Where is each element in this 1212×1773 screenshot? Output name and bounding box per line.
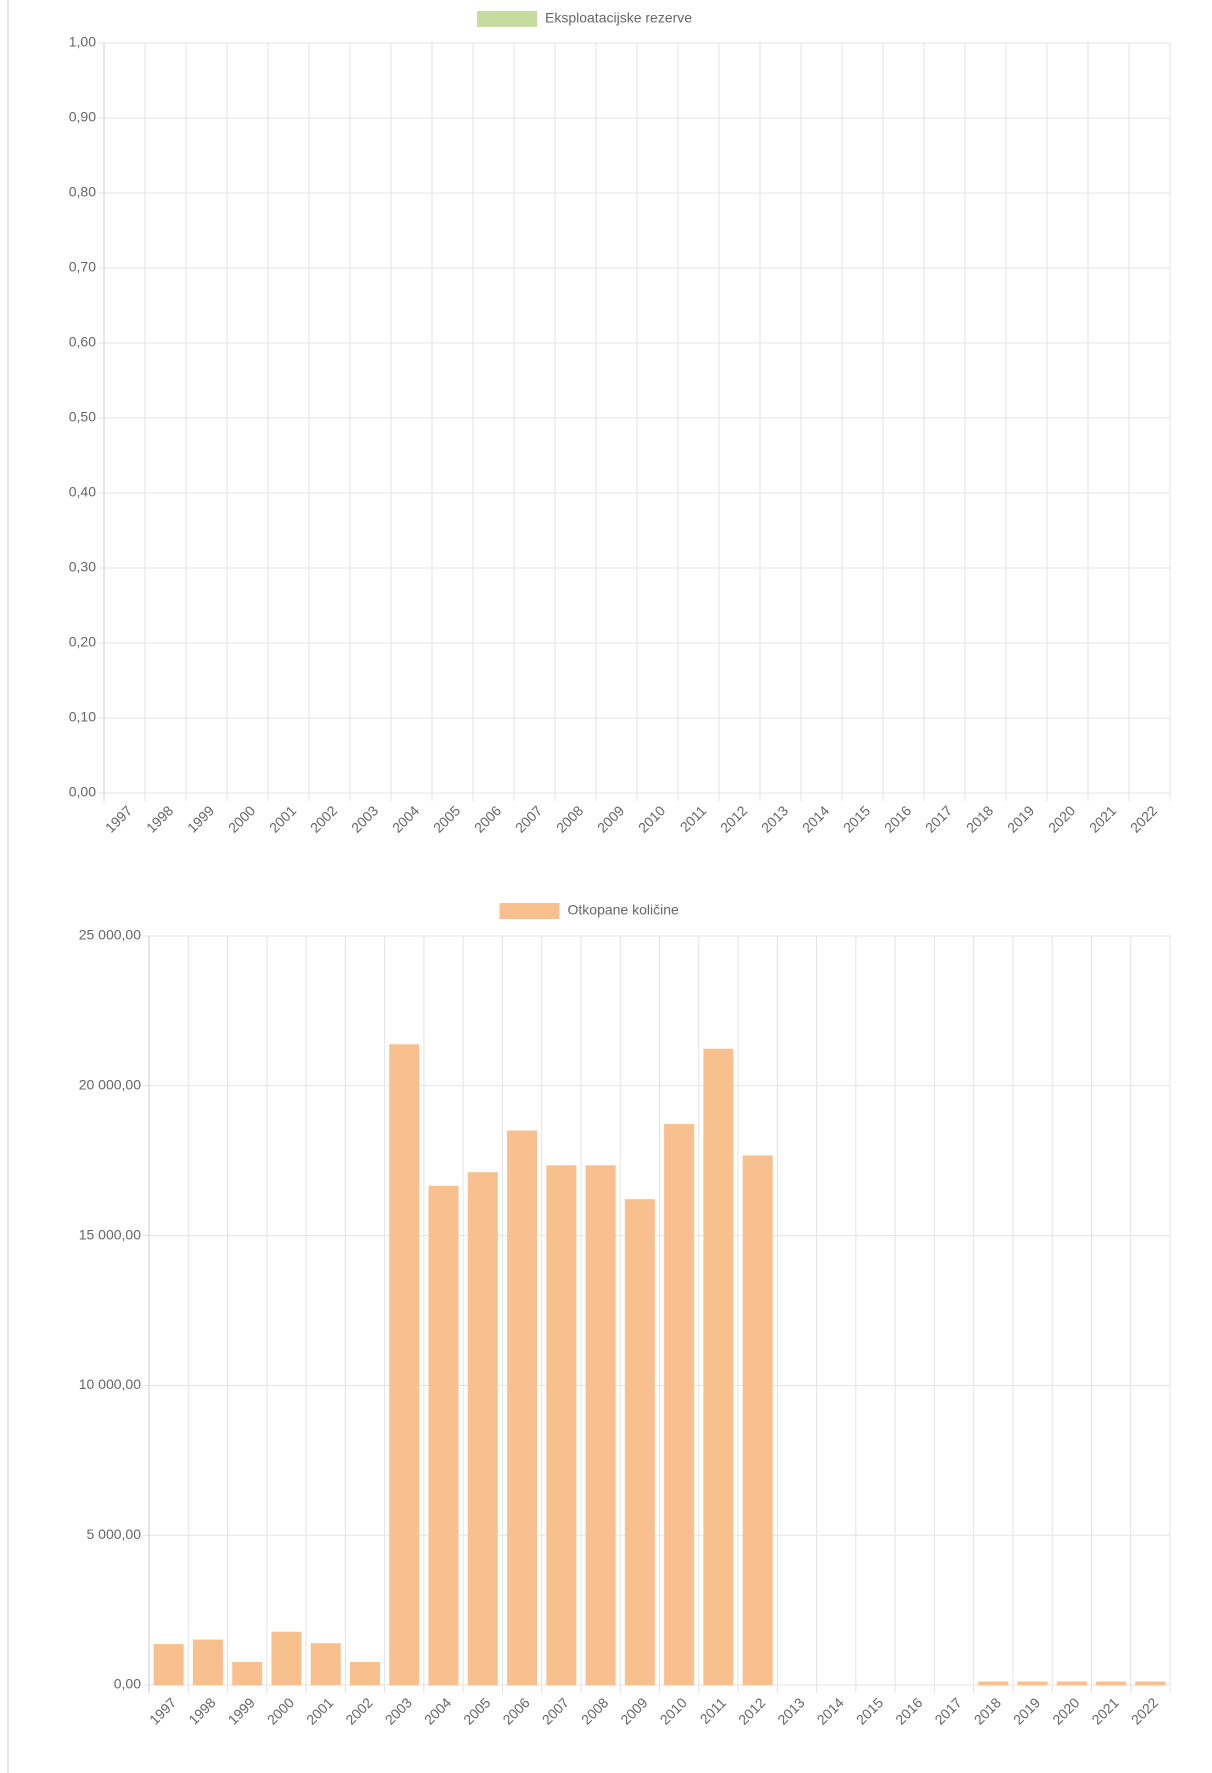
x-tick-label: 2016 [892, 1694, 925, 1727]
x-tick-label: 2015 [840, 802, 873, 835]
y-tick-label: 0,40 [69, 484, 96, 500]
x-tick-label: 2016 [881, 802, 914, 835]
y-tick-label: 20 000,00 [79, 1077, 141, 1093]
y-tick-label: 10 000,00 [79, 1376, 141, 1392]
y-tick-label: 0,60 [69, 334, 96, 350]
x-tick-label: 1999 [225, 1694, 258, 1727]
x-tick-label: 2022 [1127, 802, 1160, 835]
bar [664, 1123, 695, 1686]
y-tick-label: 0,20 [69, 634, 96, 650]
x-tick-label: 2002 [307, 802, 340, 835]
x-tick-label: 1998 [143, 802, 176, 835]
bar [192, 1639, 223, 1686]
legend-label: Eksploatacijske rezerve [545, 10, 692, 26]
y-tick-label: 1,00 [69, 34, 96, 50]
x-tick-label: 2012 [717, 802, 750, 835]
x-tick-label: 2006 [499, 1694, 532, 1727]
x-tick-label: 2022 [1128, 1694, 1161, 1727]
x-tick-label: 2014 [799, 802, 832, 835]
x-tick-label: 2009 [594, 802, 627, 835]
x-tick-label: 2010 [635, 802, 668, 835]
x-tick-label: 2012 [735, 1694, 768, 1727]
x-tick-label: 2014 [814, 1694, 847, 1727]
x-tick-label: 2018 [971, 1694, 1004, 1727]
bar [742, 1155, 773, 1686]
legend-swatch [499, 903, 560, 919]
bar [624, 1199, 655, 1686]
y-tick-label: 15 000,00 [79, 1226, 141, 1242]
bar [153, 1644, 184, 1686]
x-tick-label: 2020 [1049, 1694, 1082, 1727]
bar [467, 1172, 498, 1686]
x-tick-label: 2006 [471, 802, 504, 835]
x-tick-label: 2011 [697, 1694, 730, 1727]
x-tick-label: 2008 [553, 802, 586, 835]
bar [1135, 1681, 1166, 1686]
x-tick-label: 1997 [102, 802, 135, 835]
legend-swatch [477, 11, 537, 27]
x-tick-label: 2001 [266, 802, 299, 835]
x-tick-label: 2017 [922, 802, 955, 835]
y-tick-label: 0,50 [69, 409, 96, 425]
x-tick-label: 1998 [185, 1694, 218, 1727]
y-tick-label: 0,30 [69, 559, 96, 575]
x-tick-label: 2017 [931, 1694, 964, 1727]
x-tick-label: 2008 [578, 1694, 611, 1727]
x-tick-label: 2005 [460, 1694, 493, 1727]
x-tick-label: 2005 [430, 802, 463, 835]
x-tick-label: 2015 [853, 1694, 886, 1727]
y-tick-label: 5 000,00 [87, 1526, 142, 1542]
y-tick-label: 0,10 [69, 709, 96, 725]
x-tick-label: 2003 [382, 1694, 415, 1727]
bar [978, 1681, 1009, 1686]
x-tick-label: 2007 [539, 1694, 572, 1727]
x-tick-label: 2002 [342, 1694, 375, 1727]
x-tick-label: 2010 [657, 1694, 690, 1727]
bar [585, 1165, 616, 1686]
y-tick-label: 0,70 [69, 259, 96, 275]
x-tick-label: 2020 [1045, 802, 1078, 835]
x-tick-label: 2019 [1004, 802, 1037, 835]
x-tick-label: 2003 [348, 802, 381, 835]
y-tick-label: 0,00 [114, 1676, 141, 1692]
bar [1096, 1681, 1127, 1686]
y-tick-label: 0,80 [69, 184, 96, 200]
bar [546, 1165, 577, 1686]
x-tick-label: 2009 [617, 1694, 650, 1727]
x-tick-label: 2021 [1088, 1694, 1121, 1727]
x-tick-label: 2000 [264, 1694, 297, 1727]
x-tick-label: 2007 [512, 802, 545, 835]
bar [1056, 1681, 1087, 1686]
bar [389, 1044, 420, 1686]
bar [1017, 1681, 1048, 1686]
x-tick-label: 2018 [963, 802, 996, 835]
x-tick-label: 2004 [421, 1694, 454, 1727]
x-tick-label: 2019 [1010, 1694, 1043, 1727]
bar [271, 1631, 302, 1686]
x-tick-label: 2011 [677, 802, 710, 835]
bar [428, 1185, 459, 1686]
bar [232, 1662, 263, 1686]
y-tick-label: 0,00 [69, 784, 96, 800]
x-tick-label: 2021 [1086, 802, 1119, 835]
bar [349, 1662, 381, 1686]
x-tick-label: 2000 [225, 802, 258, 835]
x-tick-label: 1997 [146, 1694, 179, 1727]
x-tick-label: 2004 [389, 802, 422, 835]
legend-label: Otkopane količine [568, 902, 680, 918]
x-tick-label: 2013 [774, 1694, 807, 1727]
x-tick-label: 2013 [758, 802, 791, 835]
y-tick-label: 25 000,00 [79, 927, 141, 943]
bar [507, 1130, 538, 1686]
x-tick-label: 1999 [184, 802, 217, 835]
bar [310, 1643, 341, 1686]
bar [703, 1048, 734, 1686]
y-tick-label: 0,90 [69, 109, 96, 125]
x-tick-label: 2001 [303, 1694, 336, 1727]
